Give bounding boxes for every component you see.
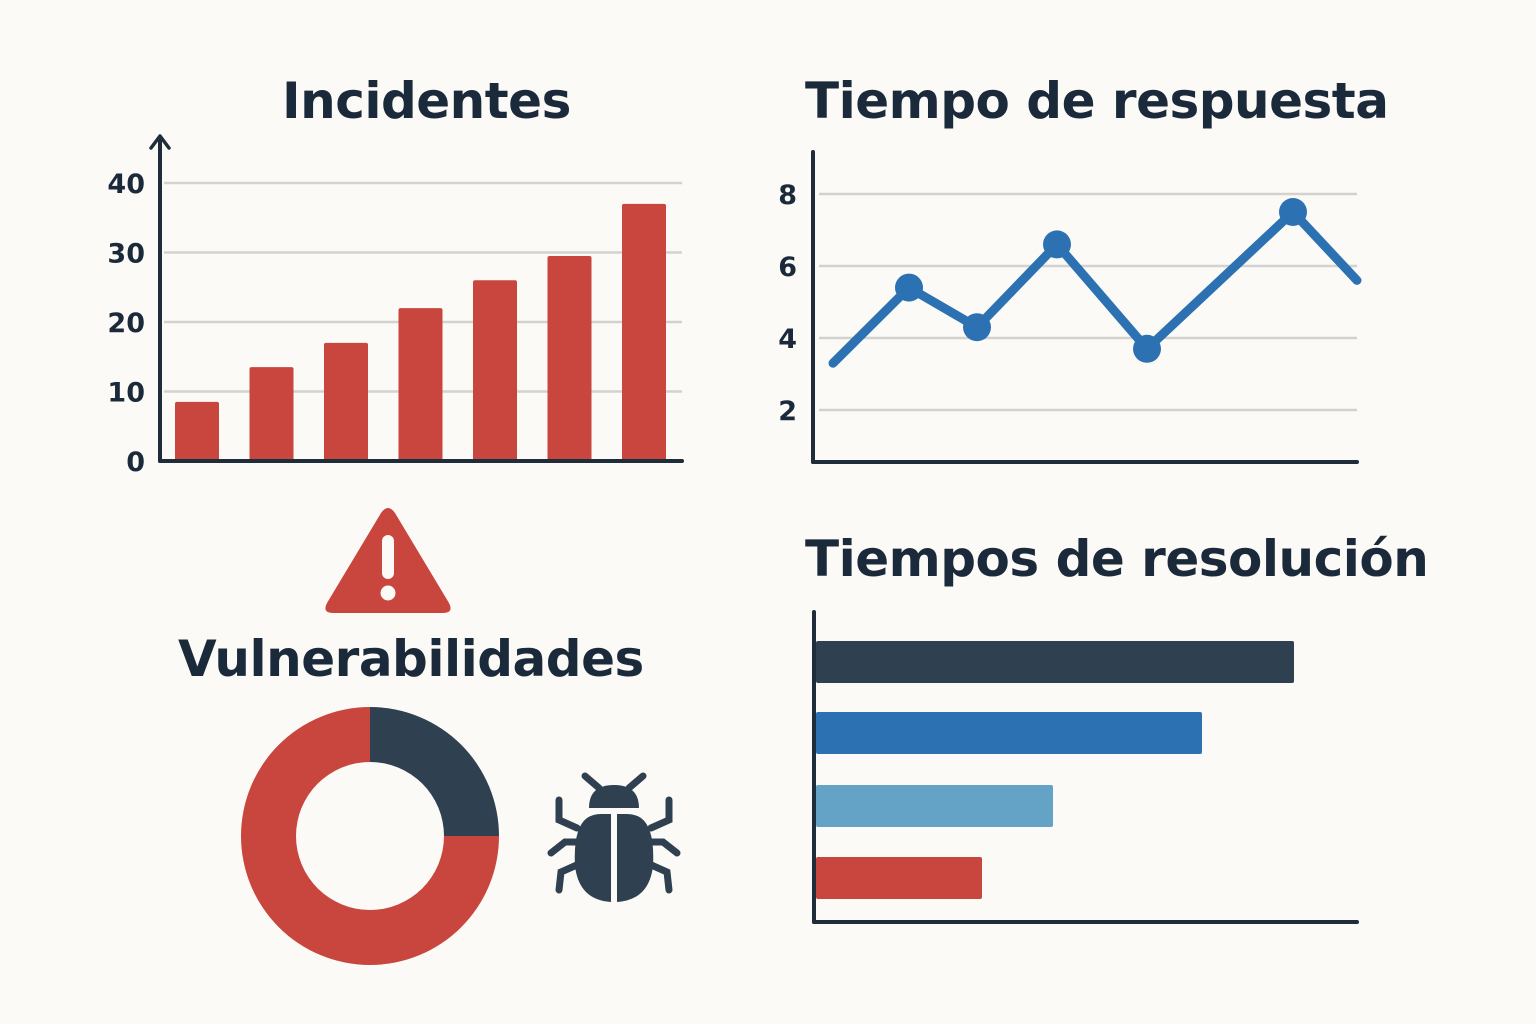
bar bbox=[324, 342, 368, 461]
y-tick-label: 30 bbox=[107, 239, 145, 270]
bar bbox=[622, 203, 666, 461]
bar bbox=[816, 857, 982, 899]
bar bbox=[473, 280, 517, 461]
resolution-times-title: Tiempos de resolución bbox=[805, 530, 1429, 588]
data-point bbox=[895, 273, 923, 302]
data-point bbox=[963, 313, 991, 342]
bar bbox=[816, 785, 1053, 827]
vulnerabilities-title: Vulnerabilidades bbox=[178, 630, 644, 688]
bar bbox=[398, 308, 443, 461]
y-tick-label: 2 bbox=[778, 396, 797, 427]
donut-slice bbox=[370, 707, 499, 836]
incidents-title: Incidentes bbox=[282, 72, 571, 130]
data-point bbox=[1133, 334, 1161, 363]
response-time-title: Tiempo de respuesta bbox=[805, 72, 1389, 130]
y-tick-label: 6 bbox=[778, 252, 797, 283]
bar bbox=[816, 641, 1294, 683]
data-point bbox=[1043, 230, 1071, 259]
y-tick-label: 4 bbox=[778, 324, 797, 355]
donut-slice bbox=[241, 707, 499, 965]
bar bbox=[175, 401, 219, 461]
bug-icon bbox=[547, 772, 681, 902]
y-tick-label: 40 bbox=[107, 169, 145, 200]
y-tick-label: 20 bbox=[107, 308, 145, 339]
bar bbox=[249, 367, 294, 461]
data-point bbox=[1279, 198, 1307, 226]
y-tick-label: 8 bbox=[778, 180, 797, 211]
y-tick-label: 0 bbox=[126, 447, 145, 478]
y-tick-label: 10 bbox=[107, 378, 145, 409]
warning-icon bbox=[325, 508, 451, 613]
y-axis-arrow-icon bbox=[149, 134, 171, 150]
bar bbox=[547, 255, 592, 461]
bar bbox=[816, 712, 1202, 754]
